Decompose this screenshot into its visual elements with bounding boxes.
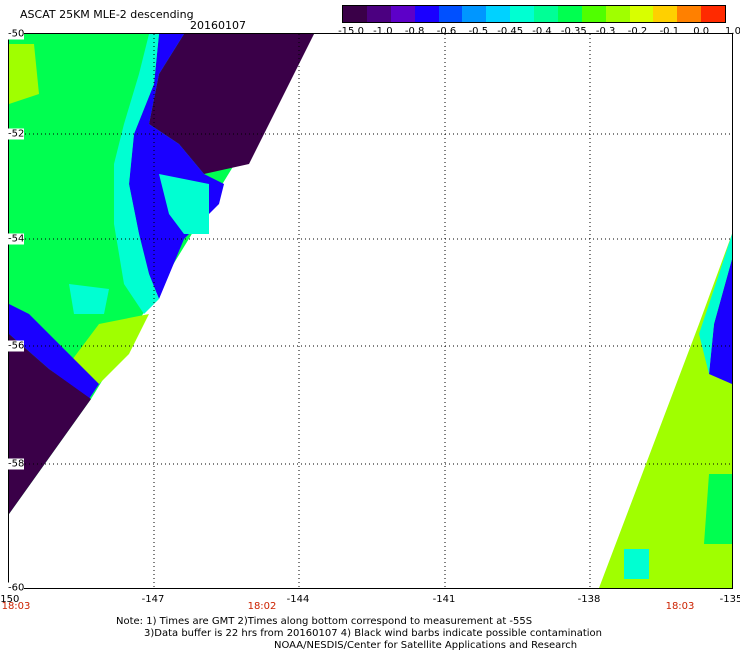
note-line-2: 3)Data buffer is 22 hrs from 20160107 4)…: [144, 628, 602, 639]
color-scale-tick-label: -0.35: [560, 26, 587, 37]
left-swath-blue-band: [129, 34, 224, 299]
footnotes: Note: 1) Times are GMT 2)Times along bot…: [116, 616, 602, 652]
right-swath-blue: [709, 259, 732, 384]
left-swath-cyan-patch: [159, 174, 209, 234]
latitude-label: -58: [8, 458, 25, 470]
color-scale-tick-label: -15.0: [338, 26, 364, 37]
latitude-label: -60: [8, 582, 25, 594]
color-scale-tick-labels: -15.0 -1.0 -0.8 -0.6 -0.5 -0.45 -0.4 -0.35 -0.3-…: [333, 26, 740, 38]
left-swath-light-green-mid: [69, 314, 149, 384]
color-scale-tick-label: 0.0: [693, 26, 710, 37]
longitude-label: -150: [0, 594, 20, 605]
right-swath-light-green: [599, 234, 732, 588]
longitude-label: -144: [286, 594, 310, 605]
color-scale-tick-label: -0.4: [532, 26, 552, 37]
color-scale-swatch: [343, 6, 367, 22]
color-scale-swatch: [486, 6, 511, 22]
color-scale-swatch: [557, 6, 582, 22]
time-label: 18:03: [1, 601, 31, 612]
color-scale-swatch: [701, 6, 725, 22]
latitude-label: -50: [8, 28, 25, 40]
color-scale-swatch: [438, 6, 463, 22]
left-swath-deep-purple-lower: [9, 334, 91, 514]
latitude-label: -54: [8, 233, 25, 245]
map-title: ASCAT 25KM MLE-2 descending: [20, 8, 194, 21]
note-line-3: NOAA/NESDIS/Center for Satellite Applica…: [274, 640, 578, 651]
color-scale-swatch: [629, 6, 654, 22]
color-scale-swatch: [414, 6, 439, 22]
color-scale-swatch: [605, 6, 630, 22]
right-swath-cyan: [699, 234, 732, 374]
color-scale-tick-label: -0.8: [404, 26, 425, 37]
time-label: 18:02: [247, 601, 277, 612]
color-scale-swatch: [462, 6, 487, 22]
longitude-label: -135: [719, 594, 740, 605]
color-scale-bar: [342, 5, 726, 23]
map-plot-area: -50 -52 -54 -56 -58 -60: [8, 28, 733, 594]
note-line-1: Note: 1) Times are GMT 2)Times along bot…: [116, 616, 533, 627]
color-scale-swatch: [390, 6, 415, 22]
color-scale-tick-label: -0.6: [436, 26, 457, 37]
color-scale-tick-label: -0.45: [497, 26, 524, 37]
color-scale-tick-label: 1.0: [725, 26, 740, 37]
left-swath-cyan-band: [114, 34, 159, 314]
color-scale-tick-label: -0.5: [468, 26, 489, 37]
map-date: 20160107: [190, 19, 246, 32]
right-swath-cyan-patch: [624, 549, 649, 579]
color-scale-swatch: [510, 6, 534, 22]
color-scale-swatch: [653, 6, 678, 22]
left-swath-deep-purple-upper: [149, 34, 314, 174]
longitude-label: -141: [432, 594, 456, 605]
color-scale-tick-label: -1.0: [373, 26, 393, 37]
longitude-label: -138: [577, 594, 601, 605]
color-scale-swatch: [366, 6, 391, 22]
left-swath-light-green-top: [9, 44, 39, 104]
longitude-label: -147: [141, 594, 165, 605]
color-scale-tick-label: -0.2: [627, 26, 648, 37]
latitude-label: -52: [8, 128, 25, 140]
color-scale-tick-label: -0.1: [659, 26, 680, 37]
color-scale-tick-label: -0.3: [595, 26, 616, 37]
color-scale-swatch: [677, 6, 702, 22]
color-scale-swatch: [534, 6, 558, 22]
latitude-label: -56: [8, 340, 25, 352]
wind-data-map: [9, 34, 732, 588]
left-swath-cyan-lower: [69, 284, 109, 314]
color-scale-swatch: [581, 6, 606, 22]
left-swath-blue-lower: [9, 304, 99, 399]
time-label: 18:03: [665, 601, 695, 612]
right-swath-green-patch: [704, 474, 732, 544]
